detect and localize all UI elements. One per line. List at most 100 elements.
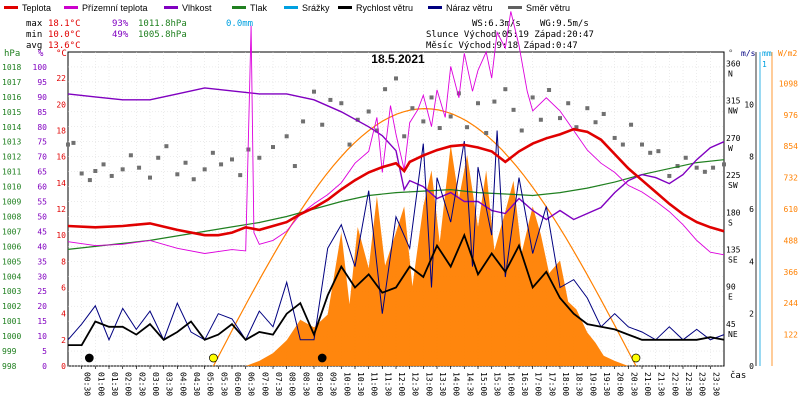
wind-direction-point: [191, 177, 196, 182]
chart-title: 18.5.2021: [371, 52, 425, 66]
x-tick-label: 03:00: [151, 372, 160, 396]
legend-swatch: [284, 6, 298, 9]
wind-direction-point: [448, 114, 453, 119]
x-tick-label: 18:00: [561, 372, 570, 396]
dir-tick-label: 225: [726, 171, 741, 180]
wind-direction-point: [101, 162, 106, 167]
wind-direction-point: [711, 165, 716, 170]
wind-direction-point: [722, 162, 726, 167]
wind-direction-point: [366, 109, 371, 114]
wind-direction-point: [574, 125, 579, 130]
solar-tick-label: 732: [784, 174, 799, 183]
wind-direction-point: [355, 117, 360, 122]
wind-direction-point: [339, 101, 344, 106]
wind-direction-point: [410, 106, 415, 111]
hum-tick-label: 25: [37, 287, 47, 296]
stat-min-hum: 49%: [112, 30, 129, 40]
wind-direction-point: [320, 122, 325, 127]
x-tick-label: 10:30: [356, 372, 365, 396]
legend-swatch: [428, 6, 442, 9]
wind-direction-point: [175, 172, 180, 177]
wind-direction-point: [558, 116, 562, 121]
x-tick-label: 14:30: [465, 372, 474, 396]
press-tick-label: 1015: [2, 108, 21, 117]
hum-tick-label: 75: [37, 138, 47, 147]
wind-direction-point: [312, 89, 316, 94]
wind-direction-point: [530, 95, 535, 100]
wind-speed-line: [68, 232, 725, 347]
wind-direction-point: [238, 173, 243, 178]
hum-tick-label: 5: [42, 347, 47, 356]
legend-label: Vlhkost: [182, 3, 212, 13]
x-tick-label: 01:30: [110, 372, 119, 396]
stat-moon: Měsíc Východ:9:18 Západ:0:47: [426, 41, 578, 51]
temp-tick-label: 22: [56, 74, 66, 83]
x-tick-label: 08:00: [288, 372, 297, 396]
wind-direction-point: [629, 122, 634, 127]
x-tick-label: 10:00: [342, 372, 351, 396]
temp-tick-label: 20: [56, 100, 66, 109]
wind-direction-point: [347, 142, 352, 147]
wind-direction-point: [271, 145, 275, 150]
dir-compass-label: SE: [728, 255, 738, 264]
x-tick-label: 13:00: [424, 372, 433, 396]
legend-swatch: [232, 6, 246, 9]
wind-tick-label: 10: [744, 100, 754, 109]
press-tick-label: 1007: [2, 227, 21, 236]
solar-tick-label: 854: [784, 142, 799, 151]
wind-direction-point: [374, 128, 379, 133]
dir-tick-label: 90: [726, 283, 736, 292]
legend-label: Tlak: [250, 3, 268, 13]
wind-direction-point: [648, 150, 653, 155]
press-tick-label: 1008: [2, 212, 21, 221]
axis-title-rain: mm: [762, 49, 772, 58]
rain-tick-label: 1: [762, 60, 767, 69]
solar-tick-label: 610: [784, 205, 799, 214]
axis-title-hum: %: [38, 49, 44, 59]
hum-tick-label: 65: [37, 168, 47, 177]
dir-compass-label: E: [728, 293, 733, 302]
wind-direction-point: [667, 173, 672, 178]
x-tick-label: 17:30: [547, 372, 556, 396]
hum-tick-label: 70: [37, 153, 47, 162]
hum-tick-label: 20: [37, 302, 47, 311]
x-tick-label: 09:00: [315, 372, 324, 396]
x-tick-label: 19:30: [602, 372, 611, 396]
legend-label: Směr větru: [526, 3, 570, 13]
axis-title-dir: °: [728, 49, 733, 59]
wind-direction-point: [593, 120, 598, 125]
stat-min-press: 1005.8hPa: [138, 30, 187, 40]
legend-swatch: [508, 6, 522, 9]
wind-tick-label: 8: [749, 153, 754, 162]
x-tick-label: 13:30: [438, 372, 447, 396]
x-tick-label: 03:30: [165, 372, 174, 396]
wind-direction-point: [137, 165, 142, 170]
hum-tick-label: 90: [37, 93, 47, 102]
wind-direction-point: [148, 175, 152, 180]
solar-radiation-area: [68, 144, 724, 366]
dir-tick-label: 45: [726, 320, 736, 329]
wind-direction-point: [183, 160, 188, 165]
temp-tick-label: 18: [56, 127, 66, 136]
x-tick-label: 07:30: [274, 372, 283, 396]
stat-max-hum: 93%: [112, 19, 129, 29]
wind-direction-point: [87, 178, 92, 183]
wind-direction-point: [465, 125, 470, 130]
x-tick-label: 05:30: [219, 372, 228, 396]
solar-tick-label: 244: [784, 299, 799, 308]
dir-compass-label: NE: [728, 330, 738, 339]
stat-avg-temp: 13.6°C: [48, 41, 81, 51]
solar-tick-label: 976: [784, 111, 799, 120]
press-tick-label: 1017: [2, 78, 21, 87]
solar-tick-label: 122: [784, 331, 799, 340]
hum-tick-label: 80: [37, 123, 47, 132]
wind-direction-point: [156, 155, 161, 160]
press-tick-label: 1005: [2, 257, 21, 266]
moonrise-marker: [317, 353, 327, 363]
solar-tick-label: 366: [784, 268, 799, 277]
dir-tick-label: 315: [726, 97, 741, 106]
dir-tick-label: 180: [726, 208, 741, 217]
wind-tick-label: 4: [749, 257, 754, 266]
press-tick-label: 1006: [2, 242, 21, 251]
